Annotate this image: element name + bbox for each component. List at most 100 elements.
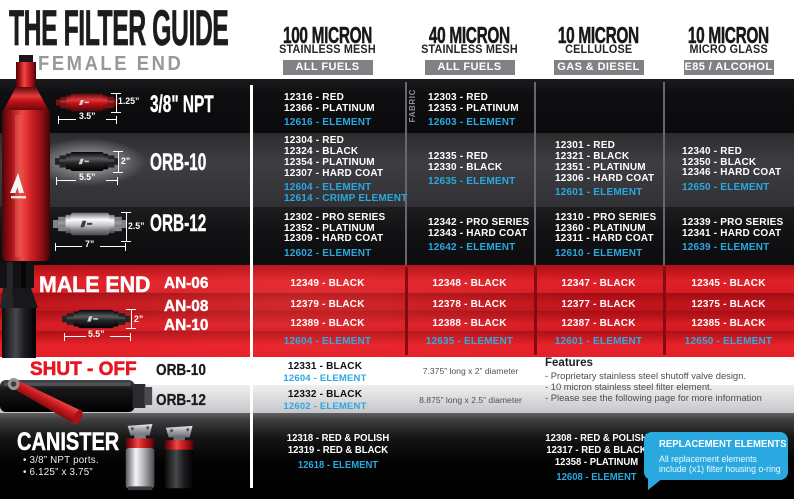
male-row-band-2 — [0, 293, 794, 311]
cell-an-06-10-micron-cellulose: 12347 - BLACK — [561, 277, 636, 289]
cell-orb12-100-micron: 12302 - PRO SERIES 12352 - PLATINUM 12309 … — [284, 207, 385, 265]
orb10-length-bracket-left — [56, 177, 76, 185]
cell-an-08-10-micron-micro-glass: 12375 - BLACK — [691, 298, 766, 310]
male-end-section-background — [0, 265, 794, 357]
orb12-length-bracket-left — [55, 243, 82, 251]
part-number: 12358 - PLATINUM — [554, 457, 639, 468]
element-part-number: 12618 - ELEMENT — [297, 459, 379, 471]
shutoff-title: SHUT - OFF — [30, 359, 137, 381]
shutoff-row-label-orb-10: ORB-10 — [156, 361, 206, 379]
column-fuel-badge: E85 / ALCOHOL — [683, 60, 774, 75]
male-section-sheen — [0, 265, 794, 357]
callout-tail — [648, 478, 663, 490]
cell-an-08-100-micron: 12379 - BLACK — [290, 298, 365, 310]
part-number: 12304 - RED — [284, 134, 345, 146]
orb12-height-bracket — [121, 212, 131, 242]
orb10-height-dimension: 2” — [121, 156, 131, 167]
npt-length-bracket-left — [58, 116, 76, 124]
features-title: Features — [545, 357, 593, 369]
column-fuel-badge: GAS & DIESEL — [553, 60, 644, 75]
column-micron-rating: 100 MICRON — [282, 21, 373, 48]
label-column-divider — [250, 85, 253, 488]
canister-title: CANISTER — [17, 428, 120, 457]
element-part-number: 12639 - ELEMENT — [682, 242, 770, 254]
female-row-label-npt: 3/8" NPT — [150, 91, 214, 118]
orb10-length-dimension: 5.5” — [79, 172, 96, 183]
part-number: 12302 - PRO SERIES — [284, 211, 386, 223]
male-row-label-an-08: AN-08 — [164, 297, 209, 315]
female-npt-row-background — [0, 79, 794, 133]
callout-title: REPLACEMENT ELEMENTS — [659, 439, 787, 450]
female-row-label-orb12: ORB-12 — [150, 210, 207, 237]
column-divider-1 — [405, 82, 407, 265]
column-header-10-micron-cellulose: 10 MICRON CELLULOSE GAS & DIESEL — [534, 23, 663, 75]
cell-an-06-40-micron: 12348 - BLACK — [432, 277, 507, 289]
cell-male-element-10-micron-cellulose: 12601 - ELEMENT — [554, 336, 643, 347]
orb12-height-dimension: 2.5” — [128, 221, 145, 232]
part-number: 12352 - PLATINUM — [284, 222, 375, 234]
male-row-label-an-06: AN-06 — [164, 274, 209, 292]
part-number: 12319 - RED & BLACK — [287, 445, 389, 456]
element-part-number: 12610 - ELEMENT — [555, 247, 643, 259]
cell-male-element-100-micron: 12604 - ELEMENT — [283, 336, 372, 347]
part-number: 12311 - HARD COAT — [555, 233, 654, 245]
male-row-label-an-10: AN-10 — [164, 316, 209, 334]
npt-length-dimension: 3.5” — [79, 111, 96, 122]
part-number: 12340 - RED — [682, 145, 743, 157]
canister-bullet-ports: • 3/8” NPT ports. — [23, 455, 99, 466]
male-filter-photo — [62, 309, 130, 329]
page-subtitle: FEMALE END — [38, 53, 184, 75]
column-micron-rating: 40 MICRON — [429, 21, 511, 48]
npt-height-dimension: 1.25” — [118, 96, 140, 107]
callout-line-2: include (x1) filter housing o-ring — [659, 462, 781, 474]
cell-an-08-40-micron: 12378 - BLACK — [432, 298, 507, 310]
orb12-filter-photo — [53, 212, 127, 236]
male-end-title: MALE END — [39, 272, 151, 298]
element-part-number: 12616 - ELEMENT — [284, 117, 372, 129]
part-number: 12330 - BLACK — [428, 161, 503, 173]
column-micron-rating: 10 MICRON — [558, 21, 640, 48]
male-row-band-3 — [0, 311, 794, 331]
cell-orb12-10-micron-cellulose: 12310 - PRO SERIES 12360 - PLATINUM 12311 … — [555, 207, 656, 265]
part-number: 12309 - HARD COAT — [284, 233, 384, 245]
male-row-band-1 — [0, 265, 794, 293]
shutoff-orb-12-dimensions: 8.875” long x 2.5” diameter — [419, 394, 522, 405]
column-divider-red-2 — [534, 267, 537, 355]
cell-male-element-10-micron-micro-glass: 12650 - ELEMENT — [684, 336, 773, 347]
cell-canister-10-micron-cellulose: 12308 - RED & POLISH 12317 - RED & BLACK 1… — [533, 433, 660, 484]
part-number: 12341 - HARD COAT — [682, 227, 782, 239]
npt-length-bracket-right — [106, 116, 117, 124]
column-media-type: STAINLESS MESH — [279, 44, 376, 56]
part-number: 12310 - PRO SERIES — [555, 211, 657, 223]
element-part-number: 12603 - ELEMENT — [428, 117, 516, 129]
part-number: 12343 - HARD COAT — [428, 227, 528, 239]
column-divider-2 — [534, 82, 536, 265]
part-number: 12335 - RED — [428, 151, 489, 163]
cell-orb10-10-micron-cellulose: 12301 - RED 12321 - BLACK 12351 - PLATINUM… — [555, 133, 654, 207]
part-number: 12301 - RED — [555, 140, 616, 152]
cell-npt-100-micron: 12316 - RED 12366 - PLATINUM 12616 - ELEME… — [284, 79, 375, 133]
cell-male-element-40-micron: 12635 - ELEMENT — [425, 336, 514, 347]
callout-line-1: All replacement elements — [659, 453, 757, 464]
npt-filter-photo — [56, 93, 118, 112]
cell-shutoff-orb-12-part: 12332 - BLACK — [287, 388, 363, 400]
column-micron-rating: 10 MICRON — [688, 21, 770, 48]
part-number: 12318 - RED & POLISH — [286, 433, 390, 444]
part-number: 12339 - PRO SERIES — [682, 217, 784, 229]
orb10-filter-photo — [55, 152, 119, 171]
male-row-band-4 — [0, 331, 794, 357]
part-number: 12360 - PLATINUM — [555, 222, 646, 234]
cell-shutoff-orb-10-part: 12331 - BLACK — [287, 360, 363, 372]
canister-filters-photo — [125, 423, 194, 491]
shutoff-orb-10-dimensions: 7.375” long x 2” diameter — [422, 365, 519, 376]
cell-an-06-100-micron: 12349 - BLACK — [290, 277, 365, 289]
red-filter-product-photo — [2, 55, 50, 261]
fabric-note: FABRIC — [408, 89, 417, 123]
cell-shutoff-orb-10-element: 12604 - ELEMENT — [283, 372, 367, 384]
female-orb12-row-background — [0, 207, 794, 265]
cell-orb10-10-micron-micro-glass: 12340 - RED 12350 - BLACK 12346 - HARD COA… — [682, 133, 781, 207]
feature-item: - Proprietary stainless steel shutoff va… — [545, 370, 746, 381]
column-divider-red-3 — [663, 267, 666, 355]
feature-item: - 10 micron stainless steel filter eleme… — [545, 381, 713, 392]
male-height-bracket — [126, 309, 136, 329]
